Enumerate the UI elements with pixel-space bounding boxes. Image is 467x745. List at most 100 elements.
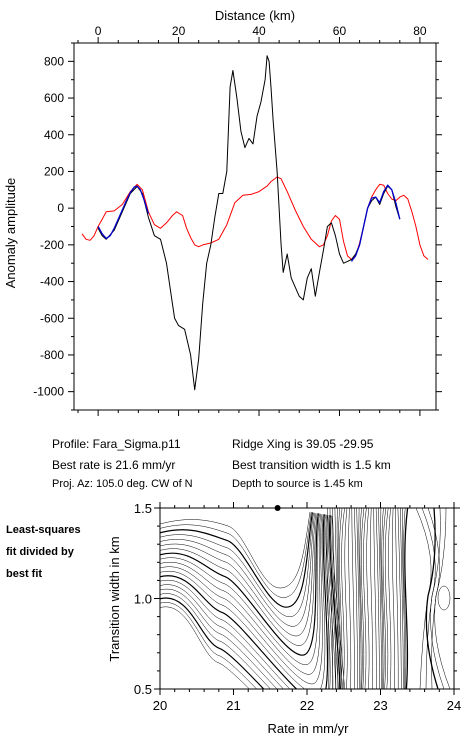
contour-line: [160, 512, 317, 637]
contour-line: [336, 508, 340, 689]
x-tick-label: 60: [333, 24, 347, 38]
ridge-crossing: Ridge Xing is 39.05 -29.95: [232, 437, 374, 451]
contour-line: [373, 508, 377, 689]
y-tick-label: 200: [44, 164, 64, 178]
profile-name: Profile: Fara_Sigma.p11: [52, 437, 181, 451]
x-tick-label: 40: [252, 24, 266, 38]
contour-line: [363, 508, 367, 689]
contour-line: [160, 514, 331, 689]
contour-line: [160, 513, 322, 675]
best-rate: Best rate is 21.6 mm/yr: [52, 458, 176, 472]
contour-line: [160, 515, 339, 689]
width-tick-label: 1.0: [134, 592, 152, 607]
contour-line: [434, 508, 451, 689]
side-note-line-2: fit divided by: [6, 546, 74, 558]
contour-line: [339, 508, 343, 689]
source-depth: Depth to source is 1.45 km: [232, 478, 363, 490]
contour-line: [415, 508, 432, 689]
contour-line: [392, 508, 395, 689]
side-note-line-1: Least-squares: [6, 524, 81, 536]
rate-tick-label: 21: [226, 698, 240, 713]
contour-line: [366, 508, 370, 689]
contour-line: [358, 508, 362, 689]
profile-plot-ticks: 0 20 40 60 80 800 600 400 200 0 -200 -400 -600 -800 -1…: [33, 24, 442, 416]
contour-line: [344, 508, 348, 689]
contour-line: [354, 508, 358, 689]
y-tick-label: 600: [44, 91, 64, 105]
contour-line: [160, 512, 316, 627]
contour-line: [378, 508, 382, 689]
contour-line: [404, 508, 409, 689]
contour-line: [160, 515, 343, 689]
contour-line: [400, 508, 404, 689]
contour-line: [403, 508, 407, 689]
contour-line: [160, 512, 313, 608]
contour-line: [430, 508, 445, 689]
rate-axis-label: Rate in mm/yr: [268, 721, 350, 736]
rate-tick-label: 24: [447, 698, 461, 713]
contour-line: [375, 508, 380, 689]
best-transition-width: Best transition width is 1.5 km: [232, 458, 391, 472]
y-tick-label: -400: [40, 275, 64, 289]
contour-lines: [160, 508, 451, 689]
y-tick-label: 400: [44, 128, 64, 142]
width-tick-label: 0.5: [134, 682, 152, 697]
contour-line: [388, 508, 392, 689]
y-tick-label: 0: [57, 201, 64, 215]
best-fit-marker: [274, 505, 281, 511]
contour-line: [351, 508, 355, 689]
x-axis-label: Distance (km): [215, 8, 295, 23]
contour-line: [356, 508, 361, 689]
contour-line: [380, 508, 384, 689]
projection-azimuth: Proj. Az: 105.0 deg. CW of N: [52, 478, 193, 490]
contour-line: [384, 508, 389, 689]
contour-line: [359, 508, 363, 689]
contour-line: [332, 508, 337, 689]
y-tick-label: 800: [44, 54, 64, 68]
contour-line: [361, 508, 365, 689]
contour-line: [348, 508, 352, 689]
rate-tick-label: 22: [300, 698, 314, 713]
contour-line: [160, 511, 311, 589]
y-tick-label: -1000: [33, 385, 64, 399]
contour-line: [160, 512, 314, 618]
misfit-contours: [160, 508, 451, 689]
contour-line: [160, 513, 323, 685]
side-note-line-3: best fit: [6, 568, 43, 580]
contour-line: [395, 508, 399, 689]
contour-line: [381, 508, 385, 689]
contour-line: [370, 508, 373, 689]
y-tick-label: -200: [40, 238, 64, 252]
observed-anomaly-line: [97, 55, 401, 391]
y-tick-label: -600: [40, 311, 64, 325]
width-tick-label: 1.5: [134, 501, 152, 516]
width-axis-label: Transition width in km: [107, 536, 122, 661]
profile-plot-series: [81, 55, 429, 391]
contour-line: [382, 508, 387, 689]
contour-line: [329, 508, 333, 689]
contour-line: [425, 508, 439, 689]
contour-line: [334, 508, 339, 689]
y-axis-label: Anomaly amplitude: [3, 178, 18, 289]
x-tick-label: 0: [95, 24, 102, 38]
contour-line: [160, 513, 319, 656]
contour-line: [160, 514, 329, 689]
contour-line: [160, 515, 345, 689]
contour-line: [402, 508, 405, 689]
contour-line: [337, 508, 341, 689]
filtered-anomaly-line: [97, 184, 401, 262]
contour-line: [341, 508, 345, 689]
y-tick-label: -800: [40, 348, 64, 362]
rate-tick-label: 20: [153, 698, 167, 713]
contour-line: [160, 514, 326, 689]
contour-line: [397, 508, 402, 689]
contour-line: [160, 514, 336, 689]
contour-line: [160, 513, 318, 646]
rate-tick-label: 23: [373, 698, 387, 713]
x-tick-label: 80: [413, 24, 427, 38]
x-tick-label: 20: [172, 24, 186, 38]
misfit-plot-ticks: 20 21 22 23 24 0.5 1.0 1.5: [134, 501, 461, 713]
contour-line: [160, 514, 334, 689]
contour-line: [160, 513, 320, 666]
